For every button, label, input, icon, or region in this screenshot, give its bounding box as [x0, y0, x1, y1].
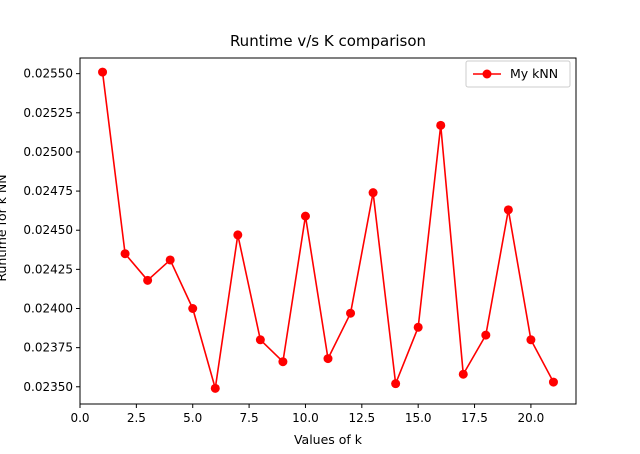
x-tick-label: 12.5	[348, 411, 375, 425]
data-point	[323, 354, 333, 364]
y-tick-label: 0.02500	[23, 145, 73, 159]
legend-label: My kNN	[510, 66, 558, 81]
y-tick-label: 0.02550	[23, 67, 73, 81]
data-point	[391, 379, 401, 389]
data-point	[548, 377, 558, 387]
legend-box	[465, 60, 571, 88]
x-tick-label: 17.5	[461, 411, 488, 425]
x-tick-label: 2.5	[127, 411, 146, 425]
y-tick-label: 0.02475	[23, 184, 73, 198]
data-point	[346, 308, 356, 318]
data-point	[188, 303, 198, 313]
y-tick-label: 0.02525	[23, 106, 73, 120]
legend: My kNN	[465, 60, 571, 88]
y-axis-title: Runtime for k NN	[0, 174, 9, 281]
data-point	[368, 188, 378, 198]
data-point	[233, 230, 243, 240]
data-point	[143, 275, 153, 285]
y-tick-label: 0.02375	[23, 341, 73, 355]
y-tick-label: 0.02450	[23, 223, 73, 237]
x-tick-label: 10.0	[292, 411, 319, 425]
data-point	[503, 205, 513, 215]
data-point	[413, 322, 423, 332]
data-point	[98, 67, 108, 77]
x-tick-label: 7.5	[240, 411, 259, 425]
data-point	[481, 330, 491, 340]
x-axis-title: Values of k	[294, 432, 363, 447]
chart-title: Runtime v/s K comparison	[230, 32, 426, 50]
data-point	[526, 335, 536, 345]
data-point	[210, 383, 220, 393]
data-point	[300, 211, 310, 221]
x-tick-label: 15.0	[405, 411, 432, 425]
y-tick-label: 0.02350	[23, 380, 73, 394]
x-tick-label: 0.0	[70, 411, 89, 425]
data-point	[165, 255, 175, 265]
plot-area: 0.0 2.5 5.0 7.5 10.0 12.5 15.0 17.5 20.0 0.02350 0…	[23, 57, 577, 425]
x-tick-label: 20.0	[518, 411, 545, 425]
data-point	[120, 249, 130, 259]
axes-frame	[79, 57, 577, 405]
legend-marker	[482, 69, 492, 79]
y-tick-label: 0.02425	[23, 262, 73, 276]
series-line	[101, 71, 555, 390]
data-point	[458, 369, 468, 379]
x-tick-label: 5.0	[183, 411, 202, 425]
y-tick-label: 0.02400	[23, 301, 73, 315]
data-point	[255, 335, 265, 345]
data-point	[278, 357, 288, 367]
data-point	[436, 120, 446, 130]
